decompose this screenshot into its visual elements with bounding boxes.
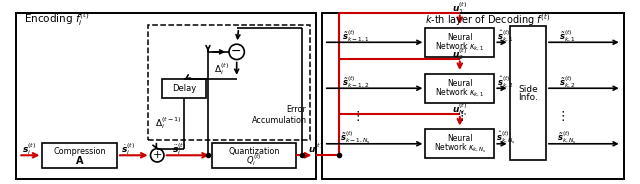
Bar: [162, 79, 206, 98]
Bar: [426, 74, 494, 103]
Text: Neural: Neural: [447, 79, 472, 88]
Text: Side: Side: [518, 85, 538, 94]
Bar: [509, 26, 546, 160]
Text: $\tilde{\boldsymbol{s}}_{k,2}^{(t)}$: $\tilde{\boldsymbol{s}}_{k,2}^{(t)}$: [559, 75, 575, 90]
Text: $\tilde{\boldsymbol{s}}_{k-1,1}^{(t)}$: $\tilde{\boldsymbol{s}}_{k-1,1}^{(t)}$: [342, 29, 369, 44]
Text: $\vdots$: $\vdots$: [556, 109, 564, 123]
Text: $\boldsymbol{u}_{N_s}^{(t)}$: $\boldsymbol{u}_{N_s}^{(t)}$: [452, 101, 467, 118]
Text: $\dot{\boldsymbol{s}}_i^{(t)}$: $\dot{\boldsymbol{s}}_i^{(t)}$: [122, 142, 136, 157]
Text: Quantization: Quantization: [228, 147, 280, 156]
Text: Encoding $f_i^{(t)}$: Encoding $f_i^{(t)}$: [24, 10, 90, 28]
Circle shape: [229, 44, 244, 59]
Text: $k$-th layer of Decoding $f^{(t)}$: $k$-th layer of Decoding $f^{(t)}$: [425, 12, 550, 28]
Text: $\vdots$: $\vdots$: [351, 109, 360, 123]
Text: Network $\kappa_{k,N_s}$: Network $\kappa_{k,N_s}$: [433, 142, 486, 155]
Text: $\ddot{\boldsymbol{s}}_i^{(t)}$: $\ddot{\boldsymbol{s}}_i^{(t)}$: [172, 142, 186, 157]
Text: $\tilde{\boldsymbol{s}}_{k,N_s}^{(t)}$: $\tilde{\boldsymbol{s}}_{k,N_s}^{(t)}$: [557, 130, 577, 146]
Text: Info.: Info.: [518, 93, 538, 102]
Text: $\hat{\boldsymbol{s}}_{k,N_s}^{(t)}$: $\hat{\boldsymbol{s}}_{k,N_s}^{(t)}$: [496, 130, 516, 146]
Text: $+$: $+$: [152, 149, 163, 160]
Text: $\boldsymbol{u}_2^{(t)}$: $\boldsymbol{u}_2^{(t)}$: [452, 46, 467, 62]
Text: $\boldsymbol{u}_1^{(t)}$: $\boldsymbol{u}_1^{(t)}$: [452, 0, 467, 16]
Text: Error
Accumulation: Error Accumulation: [252, 105, 307, 125]
Text: $\mathbf{A}$: $\mathbf{A}$: [75, 154, 84, 166]
Text: $\hat{\boldsymbol{s}}_{k,2}^{(t)}$: $\hat{\boldsymbol{s}}_{k,2}^{(t)}$: [497, 75, 514, 90]
Text: $\boldsymbol{u}_i^{(t)}$: $\boldsymbol{u}_i^{(t)}$: [308, 142, 324, 157]
Text: Network $\kappa_{k,1}$: Network $\kappa_{k,1}$: [435, 87, 484, 99]
Text: $\tilde{\boldsymbol{s}}_{k,1}^{(t)}$: $\tilde{\boldsymbol{s}}_{k,1}^{(t)}$: [559, 29, 575, 44]
Text: Delay: Delay: [172, 84, 196, 93]
Text: $\boldsymbol{s}_i^{(t)}$: $\boldsymbol{s}_i^{(t)}$: [22, 142, 36, 157]
Text: $\Delta_i^{(t-1)}$: $\Delta_i^{(t-1)}$: [156, 115, 182, 131]
Text: Network $\kappa_{k,1}$: Network $\kappa_{k,1}$: [435, 41, 484, 53]
Text: $\Delta_i^{(t)}$: $\Delta_i^{(t)}$: [214, 61, 229, 77]
Text: Neural: Neural: [447, 135, 472, 144]
Text: $Q_i^{(t)}$: $Q_i^{(t)}$: [246, 152, 262, 168]
Text: Compression: Compression: [53, 147, 106, 156]
Text: $\tilde{\boldsymbol{s}}_{k-1,2}^{(t)}$: $\tilde{\boldsymbol{s}}_{k-1,2}^{(t)}$: [342, 75, 369, 90]
Bar: [17, 13, 316, 179]
Text: $\vdots$: $\vdots$: [455, 109, 464, 123]
Circle shape: [150, 148, 164, 162]
Text: $\hat{\boldsymbol{s}}_{k,1}^{(t)}$: $\hat{\boldsymbol{s}}_{k,1}^{(t)}$: [497, 29, 514, 44]
Bar: [212, 143, 296, 168]
Bar: [426, 129, 494, 158]
Text: Neural: Neural: [447, 33, 472, 42]
Bar: [148, 25, 310, 140]
Bar: [426, 28, 494, 57]
Bar: [42, 143, 117, 168]
Text: $-$: $-$: [230, 44, 241, 57]
Bar: [322, 13, 623, 179]
Text: $\tilde{\boldsymbol{s}}_{k-1,N_s}^{(t)}$: $\tilde{\boldsymbol{s}}_{k-1,N_s}^{(t)}$: [340, 130, 371, 146]
